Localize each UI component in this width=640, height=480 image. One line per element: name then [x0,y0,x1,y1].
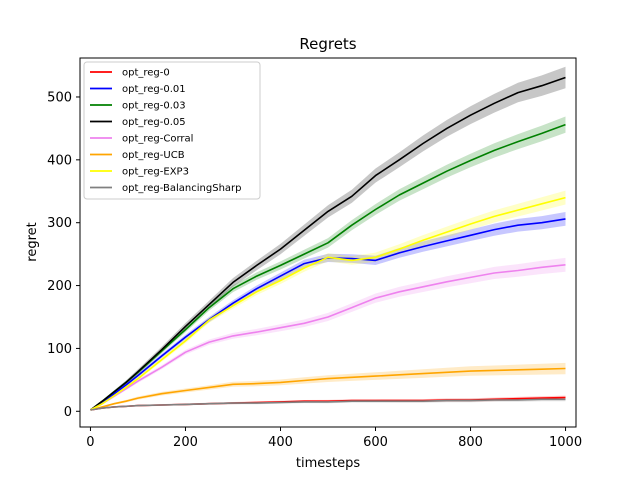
legend-label-opt-reg-exp3: opt_reg-EXP3 [122,167,189,178]
x-tick-label: 0 [86,435,94,450]
y-tick-label: 200 [47,279,72,294]
y-tick-label: 300 [47,216,72,231]
band-opt-reg-ucb [90,362,566,411]
band-opt-reg-exp3 [90,190,566,411]
band-opt-reg-0-05 [90,66,566,411]
y-axis-ticks: 0 100 200 300 400 500 [47,90,80,420]
legend-label-opt-reg-ucb: opt_reg-UCB [122,150,185,161]
legend-label-opt-reg-0: opt_reg-0 [122,68,170,79]
legend-label-opt-reg-0-03: opt_reg-0.03 [122,101,186,112]
band-opt-reg-0-03 [90,116,566,411]
legend-label-opt-reg-0-01: opt_reg-0.01 [122,84,186,95]
series-line-opt-reg-ucb [90,367,566,411]
x-tick-label: 400 [268,435,293,450]
series-line-opt-reg-0-05 [90,76,566,411]
legend-box [83,61,261,200]
series-line-opt-reg-0-01 [90,218,566,411]
chart-title: Regrets [299,35,356,53]
x-axis-label: timesteps [296,456,360,471]
y-tick-label: 0 [64,405,72,420]
x-tick-label: 1000 [549,435,582,450]
x-tick-label: 600 [363,435,388,450]
series-line-opt-reg-balancingsharp [90,398,566,411]
y-tick-label: 100 [47,342,72,357]
series-line-opt-reg-exp3 [90,196,566,411]
series-lines [90,76,566,411]
y-tick-label: 500 [47,90,72,105]
y-tick-label: 400 [47,153,72,168]
x-tick-label: 800 [458,435,483,450]
plot-frame [79,57,577,428]
legend-label-opt-reg-balancingsharp: opt_reg-BalancingSharp [122,183,242,194]
legend-label-opt-reg-corral: opt_reg-Corral [122,134,193,145]
legend: opt_reg-0 opt_reg-0.01 opt_reg-0.03 opt_reg… [83,61,261,200]
legend-label-opt-reg-0-05: opt_reg-0.05 [122,117,186,128]
series-line-opt-reg-corral [90,264,566,411]
y-axis-label: regret [25,222,40,261]
x-tick-label: 200 [173,435,198,450]
band-opt-reg-corral [90,257,566,411]
x-axis-ticks: 0 200 400 600 800 1000 [86,427,582,450]
